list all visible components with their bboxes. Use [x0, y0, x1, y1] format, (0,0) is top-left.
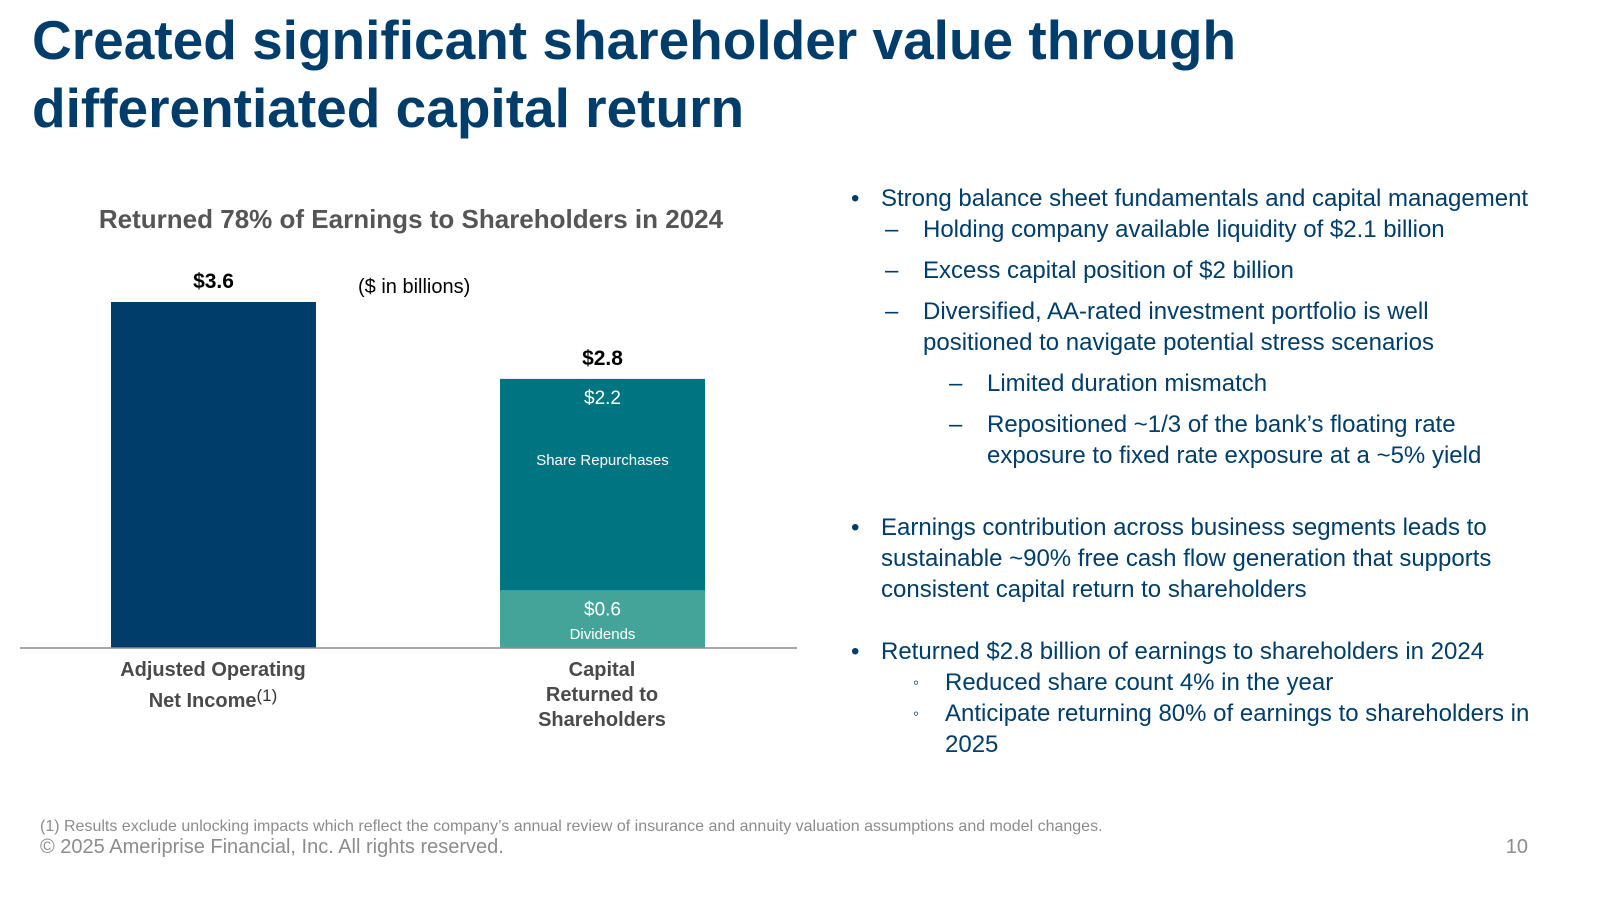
dash-marker: – [949, 370, 963, 397]
bullet-text: Excess capital position of $2 billion [923, 257, 1294, 284]
bullet-text: Anticipate returning 80% of earnings to … [945, 700, 1530, 758]
segment-value-label: $0.6 [584, 599, 621, 620]
title-line-1: Created significant shareholder value th… [32, 9, 1237, 71]
bullet-text: Reduced share count 4% in the year [945, 669, 1334, 696]
category-label-line: Shareholders [538, 709, 666, 731]
units-note: ($ in billions) [358, 276, 471, 298]
bullet-item: – Repositioned ~1/3 of the bank’s floati… [843, 409, 1527, 471]
bullet-text: Returned $2.8 billion of earnings to sha… [881, 638, 1485, 665]
bullet-item: • Strong balance sheet fundamentals and … [843, 183, 1603, 214]
bullet-text: Strong balance sheet fundamentals and ca… [881, 185, 1529, 212]
bullet-text: Repositioned ~1/3 of the bank’s floating… [987, 411, 1482, 469]
segment-value-label: $2.2 [584, 388, 621, 409]
category-label-line: Returned to [545, 684, 659, 706]
category-label-line: Adjusted Operating [120, 659, 306, 681]
category-label-net-income: Adjusted Operating Net Income(1) [93, 658, 333, 714]
bullet-marker: • [851, 185, 860, 212]
bar-total-label: $2.8 [582, 347, 623, 370]
bullet-item: • Earnings contribution across business … [843, 512, 1521, 605]
circle-marker: ◦ [913, 673, 920, 692]
bar-chart: $0.6 Dividends $2.2 Share Repurchases $3.6 $2… [20, 270, 797, 649]
circle-marker: ◦ [913, 704, 920, 723]
footnote: (1) Results exclude unlocking impacts wh… [40, 818, 1103, 835]
bullet-text: Holding company available liquidity of $… [923, 216, 1445, 243]
bullet-text: Limited duration mismatch [987, 370, 1268, 397]
bar-segment [500, 590, 705, 648]
bullet-marker: • [851, 514, 860, 541]
bullet-text: Diversified, AA-rated investment portfol… [923, 298, 1434, 356]
category-label-capital-returned: Capital Returned to Shareholders [482, 658, 722, 733]
dash-marker: – [885, 216, 899, 243]
bar-segment [500, 378, 705, 591]
bullet-item: ◦ Anticipate returning 80% of earnings t… [843, 698, 1545, 760]
bullet-item: – Holding company available liquidity of… [843, 214, 1603, 245]
footnote-marker: (1) [256, 686, 278, 705]
bar-total-label: $3.6 [193, 270, 234, 293]
bullet-item: ◦ Reduced share count 4% in the year [843, 667, 1603, 698]
bullet-text: Earnings contribution across business se… [881, 514, 1492, 603]
bullet-item: – Excess capital position of $2 billion [843, 255, 1603, 286]
dash-marker: – [949, 411, 963, 438]
page-number: 10 [1505, 836, 1528, 858]
dash-marker: – [885, 257, 899, 284]
segment-series-label: Share Repurchases [536, 452, 669, 469]
dash-marker: – [885, 298, 899, 325]
bullet-marker: • [851, 638, 860, 665]
bullet-list: • Strong balance sheet fundamentals and … [843, 183, 1603, 760]
bullet-item: – Diversified, AA-rated investment portf… [843, 296, 1503, 358]
segment-series-label: Dividends [570, 626, 636, 643]
category-label-line: Capital [568, 659, 636, 681]
slide-title: Created significant shareholder value th… [32, 6, 1532, 142]
category-label-line: Net Income [148, 690, 257, 712]
copyright: © 2025 Ameriprise Financial, Inc. All ri… [40, 836, 504, 858]
bullet-item: – Limited duration mismatch [843, 368, 1603, 399]
title-line-2: differentiated capital return [32, 77, 745, 139]
bullet-item: • Returned $2.8 billion of earnings to s… [843, 636, 1603, 667]
bar-segment [111, 302, 316, 648]
chart-title: Returned 78% of Earnings to Shareholders… [98, 204, 724, 234]
